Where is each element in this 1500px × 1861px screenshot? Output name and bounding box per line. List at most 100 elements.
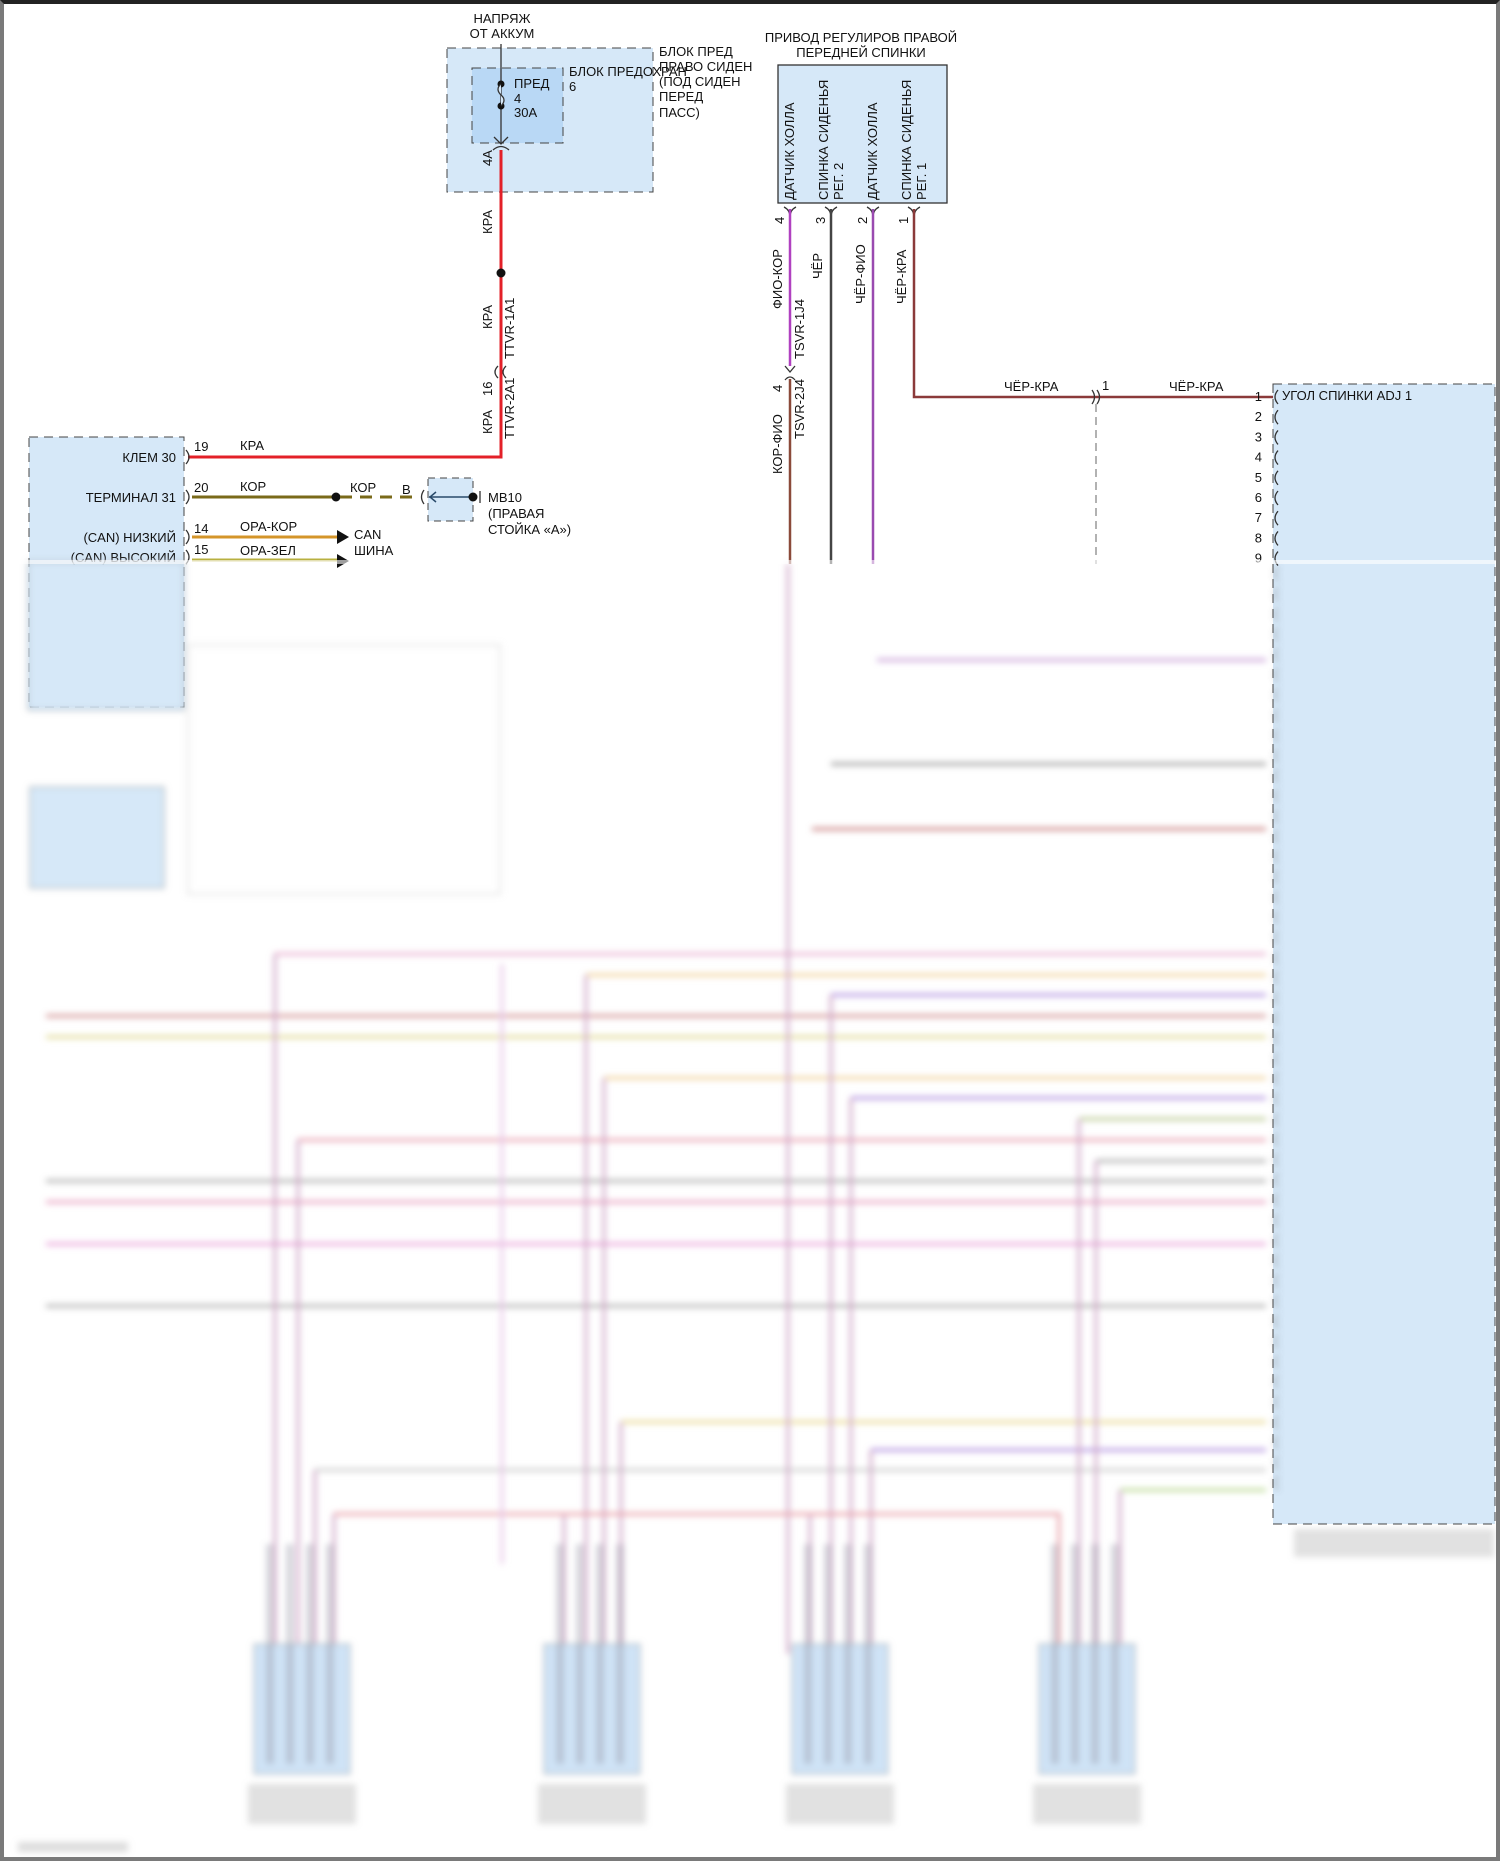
connector-icon: [783, 206, 921, 218]
connector-icon: [1274, 1071, 1279, 1087]
red-wire: [188, 150, 503, 459]
right-module-box: [1272, 383, 1496, 1525]
connector-pin: 4: [770, 385, 785, 392]
svg-text:ПЕРЕД: ПЕРЕД: [659, 89, 703, 104]
connector-icon: [1274, 1112, 1279, 1127]
connector-label: TTVR-2A1: [502, 378, 517, 439]
connector-label: TSVR-1J4: [792, 299, 807, 359]
svg-text:(CAN) НИЗКИЙ: (CAN) НИЗКИЙ: [83, 530, 176, 545]
connector-icon: [1274, 551, 1279, 567]
connector-icon: [1274, 910, 1279, 925]
svg-text:MB10: MB10: [488, 490, 522, 505]
pin-label: [824, 1544, 832, 1764]
svg-text:РЕГ. 1: РЕГ. 1: [914, 163, 929, 200]
black-red-wire: [912, 209, 1273, 399]
connector-icon: [1274, 510, 1279, 526]
fuse-number: 4: [514, 91, 521, 106]
can-bus-label: CAN: [354, 527, 381, 542]
component-label: [538, 1784, 646, 1824]
connector-icon: [1274, 1293, 1279, 1309]
connector-icon: [185, 449, 190, 565]
connector-icon: [1274, 1132, 1279, 1147]
connector-icon: [1274, 728, 1279, 743]
ground-point-label: MB10 (ПРАВАЯ СТОЙКА «А»): [488, 490, 571, 537]
connector-icon: [1274, 687, 1279, 703]
pin-label: [616, 1544, 624, 1764]
connector-icon: [1274, 1374, 1279, 1390]
actuator-title: ПРИВОД РЕГУЛИРОВ ПРАВОЙ: [765, 30, 957, 45]
connector-icon: [1274, 1273, 1279, 1289]
module-pin-number: 4: [1255, 450, 1262, 465]
module-pin-number: 2: [1255, 409, 1262, 424]
pin-label: [1091, 1544, 1099, 1764]
connector-icon: [1274, 869, 1279, 885]
wire-color-label: ЧЁР-КРА: [894, 249, 909, 304]
module-box: [27, 561, 185, 711]
connector-icon: [1274, 1435, 1279, 1450]
component-label: [1294, 1529, 1494, 1557]
actuator-title: ПЕРЕДНЕЙ СПИНКИ: [796, 45, 926, 60]
connector-icon: [1274, 389, 1279, 405]
connector-icon: [1274, 1475, 1279, 1491]
diagram-code: [18, 1842, 128, 1852]
inline-connector-icon: [494, 365, 507, 379]
svg-text:ДАТЧИК ХОЛЛА: ДАТЧИК ХОЛЛА: [782, 102, 797, 200]
svg-text:2: 2: [855, 217, 870, 224]
wire-color-label: КОР: [350, 480, 376, 495]
battery-feed-label: ОТ АККУМ: [470, 26, 535, 41]
svg-text:3: 3: [813, 217, 828, 224]
fuse-block-number: 6: [569, 79, 576, 94]
svg-text:19: 19: [194, 439, 208, 454]
left-module-rows: КЛЕМ 30 ТЕРМИНАЛ 31 (CAN) НИЗКИЙ (CAN) В…: [71, 438, 298, 565]
ground-point-box: [427, 477, 474, 522]
wire-color-label: КОР-ФИО: [770, 414, 785, 474]
splice-dot: [496, 268, 506, 278]
fuse-pin: 4A: [480, 150, 495, 166]
svg-text:КЛЕМ 30: КЛЕМ 30: [122, 450, 176, 465]
module-box: [29, 786, 165, 889]
pin-label: [804, 1544, 812, 1764]
connector-icon: [1274, 1031, 1279, 1046]
svg-text:СТОЙКА «А»): СТОЙКА «А»): [488, 522, 571, 537]
connector-icon: [1274, 708, 1279, 723]
connector-icon: [1274, 490, 1279, 506]
connector-icon: [1274, 647, 1279, 663]
wire: [334, 1512, 1061, 1654]
svg-text:БЛОК ПРЕД: БЛОК ПРЕД: [659, 44, 733, 59]
svg-text:20: 20: [194, 480, 208, 495]
fuse-name: ПРЕД: [514, 76, 550, 91]
module-pin-label: УГОЛ СПИНКИ ADJ 1: [1282, 388, 1412, 403]
inline-connector-icon: [784, 365, 796, 381]
svg-text:ТЕРМИНАЛ 31: ТЕРМИНАЛ 31: [86, 490, 176, 505]
ground-pin: B: [402, 482, 411, 497]
connector-icon: [1274, 990, 1279, 1006]
connector-icon: [1274, 470, 1279, 486]
right-module-pins: 1 2 3 4 5 6 7 8 9: [1255, 389, 1279, 567]
fuse-block-inner: [471, 67, 564, 144]
connector-icon: [1274, 450, 1279, 466]
pin-label: [306, 1544, 314, 1764]
fuse-icon: [497, 83, 505, 107]
pin-label: [556, 1544, 564, 1764]
fuse-block-outer-label: БЛОК ПРЕД ПРАВО СИДЕН (ПОД СИДЕН ПЕРЕД П…: [659, 44, 752, 120]
fuse-block-inner-label: БЛОК ПРЕДОХРАН: [569, 64, 687, 79]
svg-text:ДАТЧИК ХОЛЛА: ДАТЧИК ХОЛЛА: [865, 102, 880, 200]
connector-icon: [1274, 429, 1279, 445]
svg-text:СПИНКА СИДЕНЬЯ: СПИНКА СИДЕНЬЯ: [899, 80, 914, 200]
wire-color-label: КРА: [480, 210, 495, 234]
connector-label: TTVR-1A1: [502, 298, 517, 359]
connector-icon: [1274, 1314, 1279, 1329]
connector-icon: [1274, 409, 1279, 425]
pin-label: [1071, 1544, 1079, 1764]
connector-icon: [1274, 829, 1279, 844]
diagram-svg: НАПРЯЖ ОТ АККУМ БЛОК ПРЕД ПРАВО СИДЕН (П…: [4, 11, 1496, 1852]
connector-icon: [1274, 586, 1279, 602]
wire-color-label: ФИО-КОР: [770, 249, 785, 309]
connector-icon: [1274, 1011, 1279, 1026]
svg-text:15: 15: [194, 542, 208, 557]
pin-label: [596, 1544, 604, 1764]
connector-icon: [1274, 566, 1279, 582]
connector-icon: [1274, 627, 1279, 642]
connector-icon: [492, 136, 510, 151]
module-pin-number: 6: [1255, 490, 1262, 505]
